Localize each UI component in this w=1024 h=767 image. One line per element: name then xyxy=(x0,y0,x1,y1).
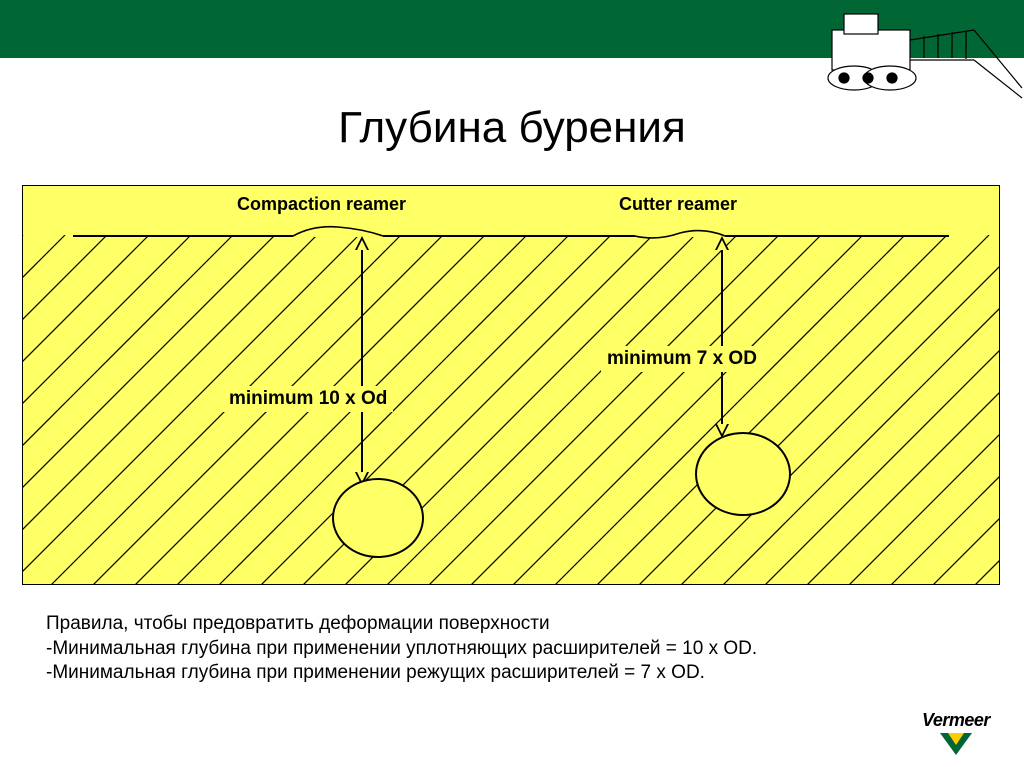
slide: Глубина бурения xyxy=(0,0,1024,767)
rule-line-1: -Минимальная глубина при применении упло… xyxy=(46,637,757,662)
cutter-reamer-label: Cutter reamer xyxy=(615,194,741,215)
ground-surface-line xyxy=(73,235,949,237)
depth-diagram: Compaction reamer Cutter reamer minimum … xyxy=(22,185,1000,585)
left-minimum-label: minimum 10 x Od xyxy=(223,386,393,412)
right-depth-arrow-shaft xyxy=(721,248,723,428)
brand-name: Vermeer xyxy=(908,710,1004,731)
soil-hatching xyxy=(23,186,1000,585)
surface-bump-left xyxy=(293,223,383,253)
drilling-machine-illustration xyxy=(824,0,1024,110)
rules-text: Правила, чтобы предовратить деформации п… xyxy=(46,612,757,686)
rule-line-2: -Минимальная глубина при применении режу… xyxy=(46,661,757,686)
surface-bump-right xyxy=(635,223,725,253)
slide-title: Глубина бурения xyxy=(0,103,1024,153)
right-bore-circle xyxy=(695,432,791,516)
left-bore-circle xyxy=(332,478,424,558)
brand-triangle-icon xyxy=(940,733,972,755)
compaction-reamer-label: Compaction reamer xyxy=(233,194,410,215)
vermeer-logo: Vermeer xyxy=(908,710,1004,755)
right-minimum-label: minimum 7 x OD xyxy=(601,346,763,372)
rule-heading: Правила, чтобы предовратить деформации п… xyxy=(46,612,757,637)
left-depth-arrow-shaft xyxy=(361,248,363,476)
